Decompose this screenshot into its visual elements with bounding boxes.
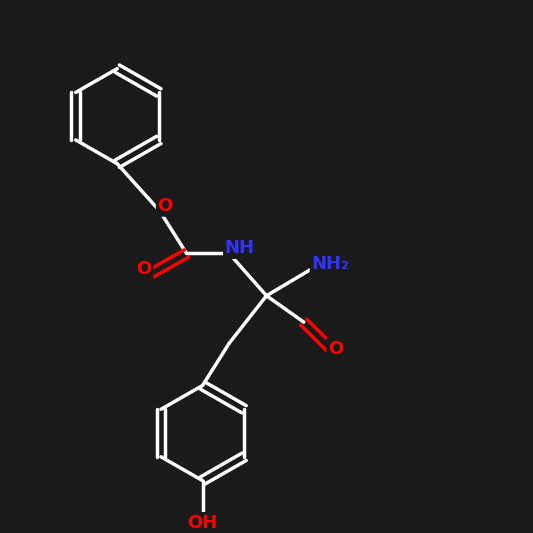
- Text: OH: OH: [188, 514, 217, 532]
- Text: O: O: [328, 340, 343, 358]
- Text: NH₂: NH₂: [311, 255, 350, 273]
- Text: O: O: [158, 197, 173, 215]
- Text: O: O: [136, 260, 151, 278]
- Text: NH: NH: [225, 239, 255, 257]
